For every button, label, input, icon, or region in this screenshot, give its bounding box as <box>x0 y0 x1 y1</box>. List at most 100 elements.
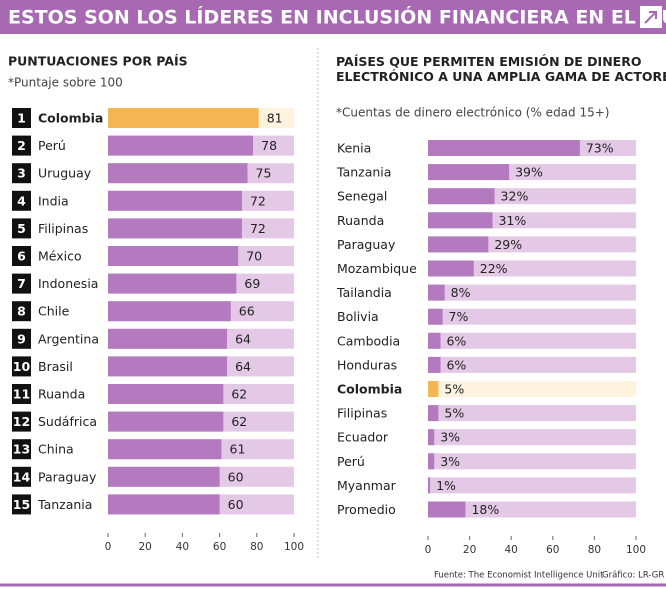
bar <box>428 140 580 156</box>
bar <box>428 284 445 301</box>
rank-box <box>12 273 31 294</box>
bar <box>108 163 248 184</box>
rank: 15 <box>13 497 30 512</box>
value-label: 29% <box>494 237 522 252</box>
bar <box>108 190 242 211</box>
bar <box>428 405 439 422</box>
category-label: Ecuador <box>337 430 389 445</box>
value-label: 7% <box>449 309 469 324</box>
category-label: Tailandia <box>336 285 392 300</box>
chart-subtitle: *Cuentas de dinero electrónico (% edad 1… <box>336 106 609 120</box>
category-label: Promedio <box>337 502 396 517</box>
bar <box>108 356 228 377</box>
value-label: 69 <box>244 276 260 291</box>
category-label: China <box>38 442 74 457</box>
bar <box>428 356 441 373</box>
rank-box <box>12 328 31 349</box>
category-label: Uruguay <box>38 166 92 181</box>
category-label: Filipinas <box>337 406 387 421</box>
value-label: 6% <box>446 333 466 348</box>
rank: 3 <box>17 166 26 181</box>
bar-track <box>428 308 636 325</box>
value-label: 22% <box>480 261 508 276</box>
category-label: Ruanda <box>38 387 85 402</box>
x-tick-label: 20 <box>463 544 476 556</box>
source: Fuente: The Economist Intelligence Unit <box>434 571 604 581</box>
bar <box>108 135 254 156</box>
category-label: Honduras <box>337 357 397 372</box>
category-label: Perú <box>38 138 66 153</box>
category-label: Colombia <box>38 111 103 126</box>
bar <box>108 411 224 432</box>
bar <box>428 332 441 349</box>
rank-box <box>12 384 31 404</box>
bar <box>428 236 489 253</box>
x-tick-label: 60 <box>213 541 226 553</box>
share-arrow <box>644 11 657 24</box>
category-label: Kenia <box>337 141 371 156</box>
value-label: 64 <box>235 331 251 346</box>
rank-box <box>12 246 31 266</box>
bar-track <box>428 453 636 470</box>
category-label: Mozambique <box>337 261 417 276</box>
value-label: 1% <box>436 478 456 493</box>
category-label: Ruanda <box>337 213 384 228</box>
category-label: India <box>38 193 69 208</box>
value-label: 81 <box>267 111 283 126</box>
x-tick-label: 0 <box>105 541 112 553</box>
rank-box <box>12 439 31 460</box>
bar <box>108 466 220 487</box>
category-label: Senegal <box>337 189 387 204</box>
title: ESTOS SON LOS LÍDERES EN INCLUSIÓN FINAN… <box>8 5 666 29</box>
bar <box>428 429 435 446</box>
value-label: 32% <box>501 189 529 204</box>
category-label: Paraguay <box>337 237 396 252</box>
category-label: Myanmar <box>337 478 397 493</box>
x-tick-label: 60 <box>546 544 559 556</box>
bar-track <box>428 501 636 518</box>
value-label: 73% <box>586 141 614 156</box>
x-tick-label: 80 <box>250 541 263 553</box>
rank: 9 <box>17 331 26 346</box>
value-label: 70 <box>246 249 262 264</box>
value-label: 6% <box>446 357 466 372</box>
category-label: Paraguay <box>38 469 97 484</box>
bar <box>428 381 439 397</box>
category-label: Perú <box>337 454 365 469</box>
bar-track <box>428 356 636 373</box>
bar <box>428 260 474 277</box>
bar <box>108 108 259 128</box>
rank: 4 <box>17 193 26 208</box>
rank: 13 <box>13 442 30 457</box>
rank: 8 <box>17 304 26 319</box>
bar-track <box>428 260 636 277</box>
rank: 5 <box>17 221 26 236</box>
rank-box <box>12 356 31 377</box>
title-bar <box>0 0 666 34</box>
bar <box>108 273 237 294</box>
bar <box>108 328 228 349</box>
value-label: 18% <box>471 502 499 517</box>
chart-title: PUNTUACIONES POR PAÍS <box>8 54 188 69</box>
value-label: 72 <box>250 221 266 236</box>
bar-track <box>428 477 636 494</box>
value-label: 62 <box>231 387 247 402</box>
value-label: 60 <box>228 497 244 512</box>
category-label: Brasil <box>38 359 73 374</box>
category-label: Tanzania <box>37 497 92 512</box>
category-label: México <box>38 249 82 264</box>
category-label: Cambodia <box>337 333 400 348</box>
rank: 12 <box>13 414 30 429</box>
bar <box>428 164 510 181</box>
rank: 2 <box>17 138 26 153</box>
rank: 7 <box>17 276 26 291</box>
bar <box>108 384 224 404</box>
rank: 14 <box>13 469 31 484</box>
bar <box>428 501 466 518</box>
bar-track <box>428 405 636 422</box>
category-label: Sudáfrica <box>38 414 97 429</box>
x-tick-label: 100 <box>284 541 304 553</box>
bar <box>108 218 242 239</box>
category-label: Colombia <box>337 382 402 397</box>
bar-track <box>428 332 636 349</box>
